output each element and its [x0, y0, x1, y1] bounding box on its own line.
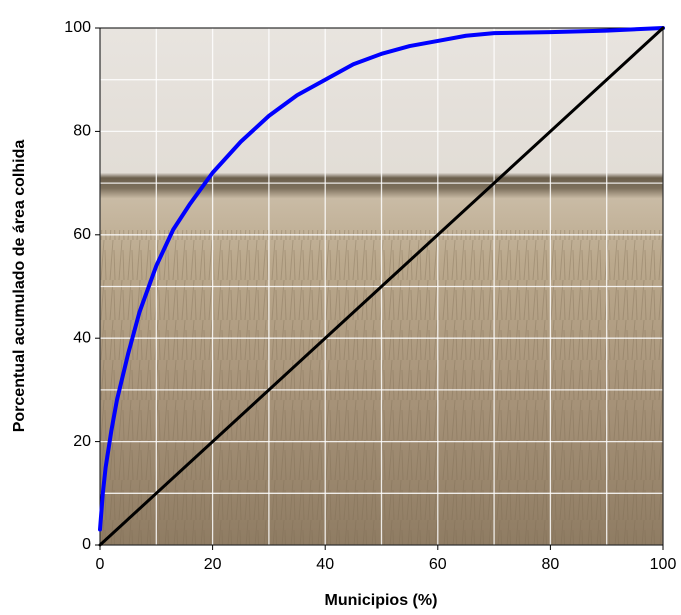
x-tick-label: 0 [96, 556, 105, 573]
x-tick-label: 80 [542, 556, 560, 573]
plot-frame [99, 27, 664, 546]
y-tick-label: 60 [73, 226, 91, 243]
x-tick-label: 40 [316, 556, 334, 573]
x-tick-label: 60 [429, 556, 447, 573]
y-axis-title: Porcentual acumulado de área colhida [11, 140, 28, 433]
x-axis-title: Municipios (%) [325, 592, 438, 609]
y-tick-label: 0 [82, 536, 91, 553]
y-tick-label: 80 [73, 123, 91, 140]
y-tick-label: 20 [73, 433, 91, 450]
y-tick-label: 40 [73, 329, 91, 346]
data-line [98, 26, 665, 547]
x-tick-label: 100 [650, 556, 677, 573]
data-line [98, 26, 665, 532]
x-tick-label: 20 [204, 556, 222, 573]
y-tick-label: 100 [64, 19, 91, 36]
